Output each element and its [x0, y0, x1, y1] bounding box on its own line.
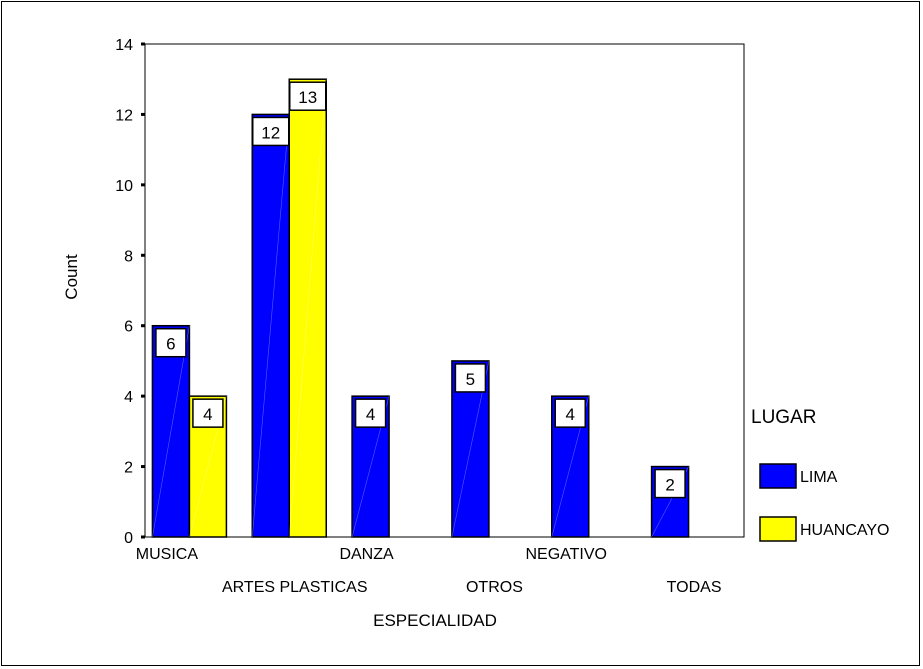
data-label-box [155, 327, 187, 358]
legend-label: HUANCAYO [800, 522, 890, 539]
x-tick-label: OTROS [466, 579, 523, 596]
legend-label: LIMA [800, 469, 838, 486]
y-tick-label: 14 [115, 37, 133, 54]
data-label-box [454, 363, 487, 393]
data-label: 6 [166, 335, 175, 354]
y-tick-label: 12 [115, 107, 133, 124]
data-label-box [192, 398, 224, 428]
x-tick-label: DANZA [339, 546, 394, 563]
data-label-box [554, 398, 586, 428]
legend-swatch-huancayo [759, 516, 797, 542]
plot-area-border [144, 43, 745, 538]
y-tick-label: 6 [124, 319, 133, 336]
x-axis-title: ESPECIALIDAD [373, 611, 497, 630]
y-tick-label: 8 [124, 248, 133, 265]
axes: 0 2 4 6 8 10 12 14 MUSICA ARTES PLASTICAS DANZA OTR… [115, 37, 745, 596]
data-labels: 6 4 12 13 4 5 4 2 [155, 81, 686, 499]
bar-lima [151, 324, 191, 538]
data-label: 5 [466, 370, 475, 389]
x-tick-label: ARTES PLASTICAS [222, 579, 368, 596]
data-label-box [289, 81, 327, 111]
x-tick-label: TODAS [667, 579, 722, 596]
bars [151, 78, 690, 538]
y-tick-label: 10 [115, 178, 133, 195]
x-tick-label: MUSICA [136, 546, 199, 563]
data-label: 13 [298, 88, 317, 107]
data-label: 12 [261, 123, 280, 142]
legend-title: LUGAR [751, 407, 816, 428]
x-tick-label: NEGATIVO [526, 546, 608, 563]
data-label: 4 [566, 405, 575, 424]
data-label: 4 [366, 405, 375, 424]
y-axis-title: Count [62, 254, 81, 300]
legend-swatch-lima [759, 463, 797, 489]
bar-huancayo [288, 78, 327, 538]
data-label: 2 [665, 476, 674, 495]
data-label-box [654, 468, 686, 499]
data-label: 4 [203, 405, 212, 424]
y-tick-label: 4 [124, 389, 133, 406]
bar-shine [251, 114, 290, 538]
y-tick-label: 0 [124, 530, 133, 547]
y-tick-label: 2 [124, 460, 133, 477]
bar-lima [251, 113, 290, 538]
legend: LUGAR LIMA HUANCAYO [751, 407, 890, 542]
data-label-box [354, 398, 387, 428]
bar-shine [288, 79, 327, 538]
data-label-box [252, 116, 290, 147]
bar-shine [152, 325, 190, 538]
